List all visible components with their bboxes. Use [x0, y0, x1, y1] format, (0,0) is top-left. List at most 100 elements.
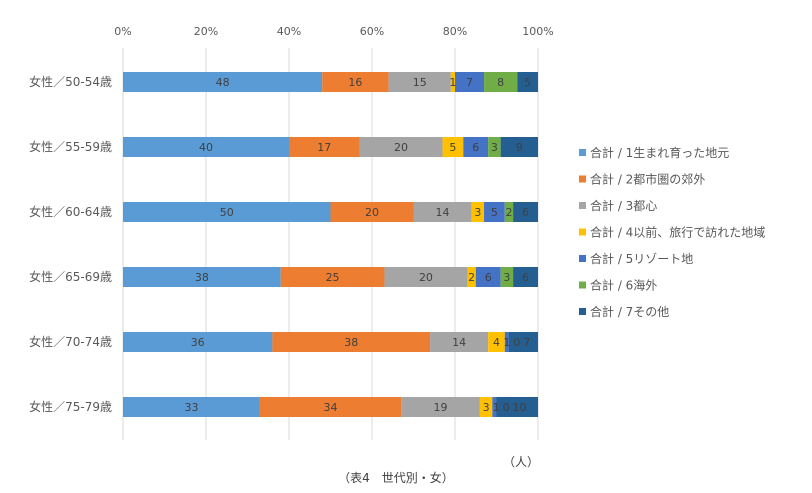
data-label: 6 [522, 271, 529, 284]
bar-segment [430, 332, 489, 352]
data-label: 8 [497, 76, 504, 89]
legend-swatch [579, 228, 586, 236]
data-label: 4 [493, 336, 500, 349]
bar-segment [272, 332, 431, 352]
bar-segment [500, 137, 538, 157]
bar-segment [123, 72, 323, 92]
bar-segment [384, 267, 468, 287]
bar-segment [488, 137, 501, 157]
bar-segment [467, 267, 476, 287]
data-label: 19 [433, 401, 447, 414]
data-label: 17 [317, 141, 331, 154]
x-tick-label: 100% [522, 25, 553, 38]
bar-segment [455, 72, 485, 92]
data-label: 6 [472, 141, 479, 154]
data-label: 1 [503, 336, 510, 349]
data-label: 36 [191, 336, 205, 349]
data-label: 40 [199, 141, 213, 154]
bar-segment [484, 202, 505, 222]
x-tick-label: 20% [194, 25, 218, 38]
bar-segment [513, 202, 538, 222]
bar-segment [500, 267, 514, 287]
x-tick-label: 40% [277, 25, 301, 38]
bar-segment [330, 202, 414, 222]
data-label: 48 [216, 76, 230, 89]
data-label: 3 [483, 401, 490, 414]
data-label: 25 [326, 271, 340, 284]
legend-swatch [579, 308, 586, 315]
data-label: 33 [184, 401, 198, 414]
x-tick-label: 80% [443, 25, 467, 38]
data-label: 3 [503, 271, 510, 284]
bar-segment [508, 332, 538, 352]
data-label: 0 [503, 401, 510, 414]
bar-segment [475, 267, 501, 287]
bar-segment [401, 397, 480, 417]
legend-swatch [579, 281, 586, 289]
bar-segment [450, 72, 455, 92]
data-label: 7 [523, 336, 530, 349]
bar-segment [513, 267, 538, 287]
data-label: 50 [220, 206, 234, 219]
data-label: 20 [394, 141, 408, 154]
unit-label: （人） [503, 455, 539, 469]
data-label: 38 [344, 336, 358, 349]
bar-segment [123, 397, 260, 417]
legend-swatch [579, 175, 586, 183]
data-label: 14 [452, 336, 466, 349]
bar-segment [504, 332, 509, 352]
data-label: 14 [436, 206, 450, 219]
data-label: 20 [365, 206, 379, 219]
data-label: 5 [491, 206, 498, 219]
bar-segment [413, 202, 472, 222]
category-label: 女性／50-54歳 [29, 74, 112, 89]
category-label: 女性／65-69歳 [29, 269, 112, 284]
bar-segment [123, 137, 289, 157]
legend-swatch [579, 255, 586, 262]
bar-segment [259, 397, 402, 417]
data-label: 3 [474, 206, 481, 219]
legend-label: 合計 / 7その他 [590, 304, 669, 319]
data-label: 6 [485, 271, 492, 284]
data-label: 2 [505, 206, 512, 219]
data-label: 7 [466, 76, 473, 89]
legend-label: 合計 / 6海外 [590, 278, 657, 293]
x-tick-label: 60% [360, 25, 384, 38]
data-label: 9 [516, 141, 523, 154]
data-label: 1 [449, 76, 456, 89]
legend-label: 合計 / 4以前、旅行で訪れた地域 [590, 225, 765, 240]
legend-label: 合計 / 3都心 [590, 198, 657, 213]
bar-segment [123, 267, 281, 287]
bar-segment [289, 137, 360, 157]
data-label: 38 [195, 271, 209, 284]
data-label: 2 [468, 271, 475, 284]
bar-segment [484, 72, 518, 92]
data-label: 6 [522, 206, 529, 219]
legend-swatch [579, 149, 586, 156]
bar-segment [123, 332, 273, 352]
data-label: 3 [491, 141, 498, 154]
bar-segment [496, 397, 538, 417]
data-label: 15 [413, 76, 427, 89]
legend-label: 合計 / 2都市圏の郊外 [590, 172, 705, 187]
bar-segment [463, 137, 489, 157]
category-label: 女性／60-64歳 [29, 204, 112, 219]
bar-segment [359, 137, 443, 157]
bar-segment [488, 332, 505, 352]
legend-swatch [579, 202, 586, 209]
data-label: 0 [513, 336, 520, 349]
x-tick-label: 0% [114, 25, 131, 38]
bar-segment [388, 72, 451, 92]
bar-segment [322, 72, 389, 92]
legend-label: 合計 / 5リゾート地 [590, 251, 693, 266]
bar-segment [504, 202, 514, 222]
chart-title: （表4 世代別・女） [338, 470, 454, 485]
data-label: 20 [419, 271, 433, 284]
category-label: 女性／75-79歳 [29, 399, 112, 414]
bar-segment [280, 267, 385, 287]
data-label: 5 [524, 76, 531, 89]
category-label: 女性／55-59歳 [29, 139, 112, 154]
bar-segment [479, 397, 493, 417]
